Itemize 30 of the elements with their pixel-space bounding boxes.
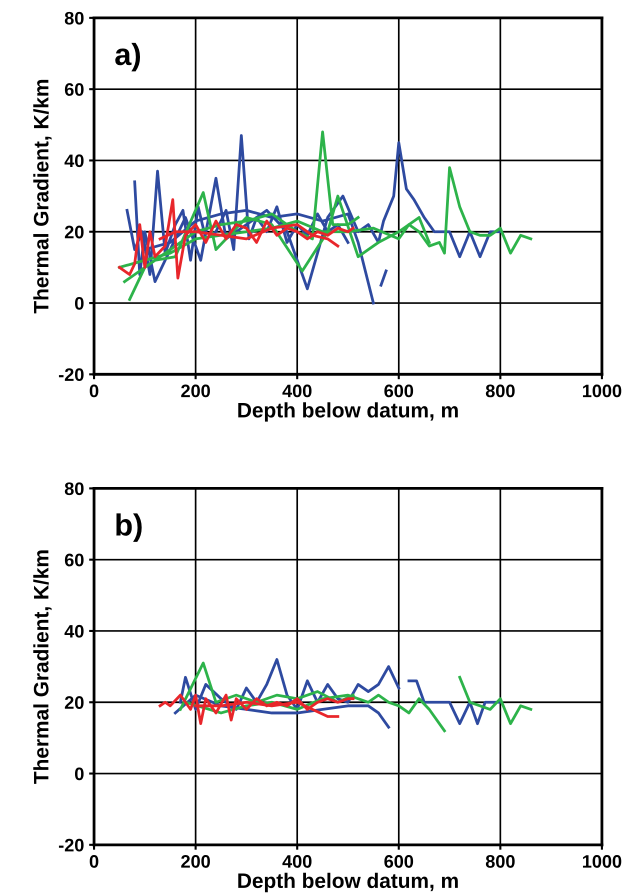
x-tick-label: 1000 xyxy=(582,855,622,868)
y-tick-label: 20 xyxy=(64,226,84,238)
y-tick-label: 20 xyxy=(64,696,84,709)
y-axis-title: Thermal Gradient, K/km xyxy=(33,550,52,784)
x-axis-title: Depth below datum, m xyxy=(238,872,458,892)
x-tick-label: 800 xyxy=(486,855,515,868)
y-tick-label: 40 xyxy=(64,154,84,168)
y-tick-label: 0 xyxy=(75,767,84,780)
y-axis-title: Thermal Gradient, K/km xyxy=(33,80,52,314)
annotation: b) xyxy=(116,513,142,542)
y-tick-label: 0 xyxy=(75,296,84,310)
x-axis-title: Depth below datum, m xyxy=(238,402,458,422)
annotation: a) xyxy=(115,42,140,72)
y-tick-label: 80 xyxy=(64,12,84,25)
x-tick-label: 800 xyxy=(486,384,515,398)
x-tick-label: 200 xyxy=(181,855,210,868)
x-tick-label: 400 xyxy=(282,855,312,868)
x-tick-label: 600 xyxy=(384,384,414,398)
y-tick-label: 60 xyxy=(64,554,84,566)
y-tick-label: -20 xyxy=(58,838,84,852)
x-tick-label: 0 xyxy=(90,384,98,398)
x-tick-label: 400 xyxy=(282,384,312,398)
x-tick-label: 200 xyxy=(181,384,210,398)
y-tick-label: 60 xyxy=(64,83,84,96)
x-tick-label: 0 xyxy=(90,855,98,868)
y-tick-label: 80 xyxy=(64,482,84,496)
y-tick-label: -20 xyxy=(58,368,84,382)
x-tick-label: 1000 xyxy=(582,384,622,398)
x-tick-label: 600 xyxy=(384,855,414,868)
y-tick-label: 40 xyxy=(64,624,84,638)
